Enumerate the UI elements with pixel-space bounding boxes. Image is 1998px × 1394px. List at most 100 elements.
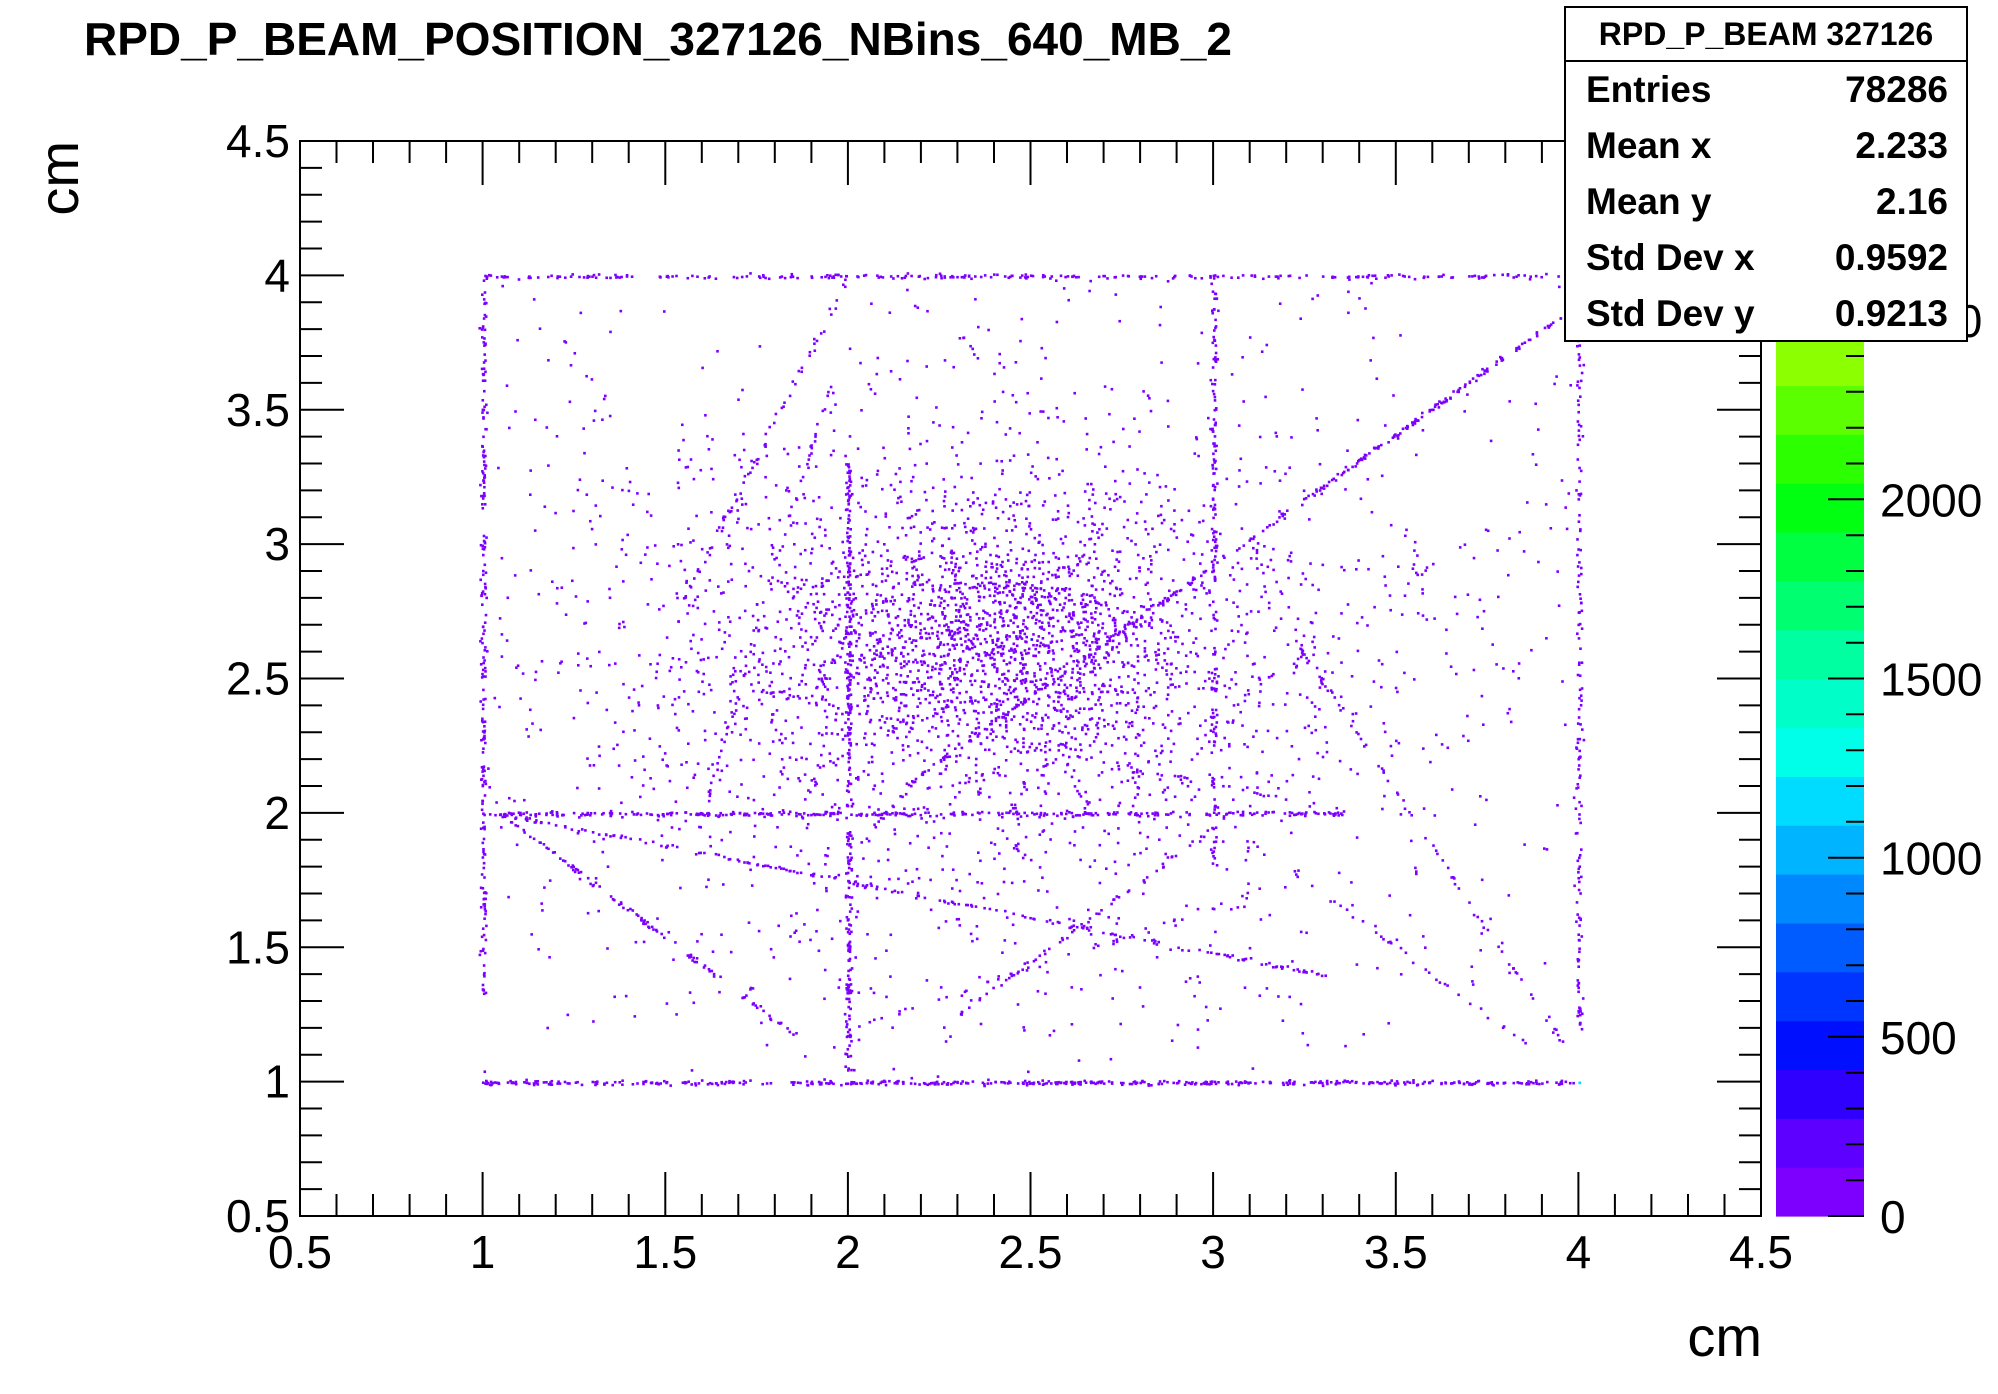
heatmap-cell bbox=[847, 866, 851, 870]
heatmap-cell bbox=[1061, 938, 1065, 942]
heatmap-cell bbox=[804, 641, 807, 645]
heatmap-cell bbox=[686, 276, 690, 280]
heatmap-cell bbox=[1097, 647, 1101, 650]
heatmap-cell bbox=[1165, 813, 1168, 816]
heatmap-cell bbox=[849, 602, 853, 605]
heatmap-cell bbox=[738, 811, 742, 815]
heatmap-cell bbox=[747, 472, 750, 476]
heatmap-cell bbox=[1098, 696, 1101, 699]
heatmap-cell bbox=[704, 560, 707, 564]
heatmap-cell bbox=[1096, 726, 1100, 730]
heatmap-cell bbox=[482, 569, 485, 573]
heatmap-cell bbox=[1302, 969, 1306, 972]
heatmap-cell bbox=[846, 832, 850, 835]
heatmap-cell bbox=[821, 409, 825, 413]
heatmap-cell bbox=[1087, 920, 1090, 924]
heatmap-cell bbox=[875, 603, 878, 606]
heatmap-cell bbox=[1101, 626, 1104, 630]
heatmap-cell bbox=[927, 578, 931, 582]
heatmap-cell bbox=[804, 683, 808, 686]
heatmap-cell bbox=[1019, 601, 1022, 605]
heatmap-cell bbox=[1576, 384, 1579, 387]
heatmap-cell bbox=[481, 625, 485, 628]
heatmap-cell bbox=[555, 813, 559, 817]
heatmap-cell bbox=[1025, 689, 1029, 693]
heatmap-cell bbox=[1230, 373, 1234, 376]
heatmap-cell bbox=[959, 1082, 963, 1085]
heatmap-cell bbox=[944, 490, 947, 493]
heatmap-cell bbox=[1211, 290, 1215, 293]
heatmap-cell bbox=[1039, 813, 1042, 817]
heatmap-cell bbox=[1482, 926, 1485, 929]
heatmap-cell bbox=[1101, 588, 1104, 591]
heatmap-cell bbox=[1023, 607, 1027, 611]
heatmap-cell bbox=[715, 1082, 718, 1085]
heatmap-cell bbox=[1577, 867, 1581, 871]
heatmap-cell bbox=[1104, 632, 1107, 635]
heatmap-cell bbox=[1011, 593, 1014, 596]
heatmap-cell bbox=[751, 614, 755, 618]
heatmap-cell bbox=[799, 552, 802, 556]
heatmap-cell bbox=[1214, 356, 1217, 359]
heatmap-cell bbox=[917, 680, 921, 684]
heatmap-cell bbox=[1106, 652, 1110, 655]
heatmap-cell bbox=[1476, 915, 1479, 919]
heatmap-cell bbox=[956, 734, 960, 738]
heatmap-cell bbox=[732, 812, 736, 815]
heatmap-cell bbox=[481, 949, 485, 952]
heatmap-cell bbox=[608, 587, 611, 591]
heatmap-cell bbox=[769, 814, 773, 817]
heatmap-cell bbox=[1173, 774, 1177, 778]
heatmap-cell bbox=[846, 919, 850, 922]
heatmap-cell bbox=[1281, 965, 1284, 969]
heatmap-cell bbox=[1000, 641, 1004, 645]
heatmap-cell bbox=[929, 878, 932, 882]
heatmap-cell bbox=[1212, 782, 1216, 785]
heatmap-cell bbox=[986, 980, 990, 984]
heatmap-cell bbox=[977, 658, 980, 661]
heatmap-cell bbox=[1507, 963, 1511, 966]
heatmap-cell bbox=[1083, 723, 1087, 727]
heatmap-cell bbox=[840, 1083, 843, 1087]
heatmap-cell bbox=[1102, 931, 1105, 935]
heatmap-cell bbox=[962, 555, 965, 558]
heatmap-cell bbox=[1440, 275, 1443, 278]
heatmap-cell bbox=[796, 694, 800, 698]
heatmap-cell bbox=[489, 274, 493, 277]
heatmap-cell bbox=[577, 830, 581, 833]
heatmap-cell bbox=[702, 658, 705, 661]
heatmap-cell bbox=[845, 1020, 848, 1023]
heatmap-cell bbox=[1001, 469, 1004, 472]
heatmap-cell bbox=[846, 1030, 850, 1034]
heatmap-cell bbox=[762, 1009, 765, 1013]
heatmap-cell bbox=[1108, 497, 1111, 501]
heatmap-cell bbox=[1020, 274, 1024, 277]
heatmap-cell bbox=[574, 1081, 578, 1084]
heatmap-cell bbox=[1060, 703, 1063, 707]
heatmap-cell bbox=[740, 275, 744, 279]
chart-title: RPD_P_BEAM_POSITION_327126_NBins_640_MB_… bbox=[84, 13, 1232, 65]
heatmap-cell bbox=[899, 701, 903, 705]
heatmap-cell bbox=[1445, 652, 1448, 655]
heatmap-cell bbox=[1073, 727, 1077, 730]
heatmap-cell bbox=[893, 488, 896, 491]
heatmap-cell bbox=[1580, 1027, 1584, 1031]
heatmap-cell bbox=[989, 275, 993, 279]
heatmap-cell bbox=[879, 640, 882, 643]
heatmap-cell bbox=[1166, 856, 1170, 859]
heatmap-cell bbox=[774, 866, 778, 870]
heatmap-cell bbox=[1159, 602, 1162, 605]
heatmap-cell bbox=[1214, 325, 1218, 328]
heatmap-cell bbox=[532, 1082, 536, 1085]
heatmap-cell bbox=[1146, 394, 1150, 397]
heatmap-cell bbox=[1023, 586, 1027, 590]
heatmap-cell bbox=[937, 700, 940, 704]
heatmap-cell bbox=[1212, 613, 1215, 617]
heatmap-cell bbox=[1025, 788, 1029, 791]
heatmap-cell bbox=[941, 868, 944, 871]
heatmap-cell bbox=[849, 1054, 853, 1058]
heatmap-cell bbox=[973, 585, 976, 589]
heatmap-cell bbox=[482, 408, 486, 412]
heatmap-cell bbox=[1138, 566, 1141, 569]
heatmap-cell bbox=[688, 954, 691, 957]
